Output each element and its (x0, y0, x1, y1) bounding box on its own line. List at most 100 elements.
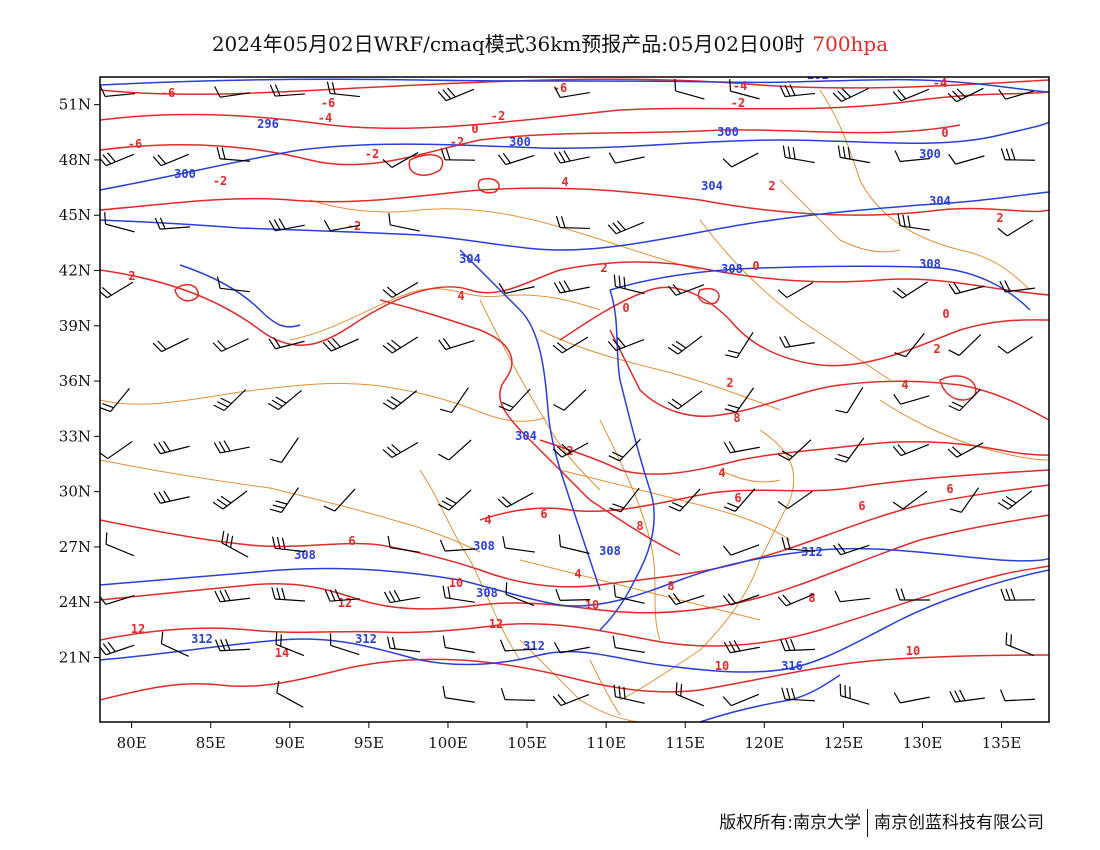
height-contour-label: 308 (294, 548, 316, 562)
temperature-contour-label: -6 (128, 137, 142, 151)
wind-barb (439, 387, 469, 413)
height-contour-label: 308 (473, 539, 495, 553)
wind-barb (948, 282, 985, 295)
wind-barb (499, 639, 536, 652)
wind-barb (608, 152, 645, 164)
lat-tick-label: 27N (59, 538, 91, 556)
temperature-contour-label: 10 (585, 598, 599, 612)
wind-barb (723, 488, 756, 512)
temperature-contour-label: 4 (457, 289, 464, 303)
wind-barb (777, 593, 815, 607)
lon-tick-label: 130E (903, 734, 943, 752)
temperature-contour-label: 0 (941, 126, 948, 140)
wind-barb (104, 212, 135, 233)
wind-barb (100, 152, 135, 167)
wind-barb (438, 489, 472, 511)
wind-barb (947, 87, 984, 103)
wind-barb (271, 587, 306, 602)
wind-barb (213, 440, 250, 454)
height-contour-label: 308 (721, 262, 743, 276)
wind-barb (949, 487, 980, 513)
temperature-contour-label: 10 (906, 644, 920, 658)
wind-barb (1005, 632, 1035, 657)
wind-barb (667, 390, 703, 410)
wind-barb (554, 86, 590, 99)
wind-barb (269, 84, 306, 97)
wind-barb (213, 389, 247, 412)
wind-barb (668, 488, 701, 512)
wind-barb (382, 390, 418, 410)
lon-tick-label: 100E (428, 734, 468, 752)
wind-barb (613, 584, 645, 604)
wind-barb (438, 439, 472, 461)
contour-labels: 296 300 300 300 300 304 304 304 304 308 308 308 308 3… (128, 76, 1004, 673)
wind-barb (553, 150, 590, 164)
wind-barb (894, 150, 930, 163)
wind-barb (834, 590, 870, 603)
wind-barb (502, 536, 535, 553)
temperature-contour-label: 12 (489, 617, 503, 631)
wind-barb (267, 389, 302, 411)
wind-barb (837, 145, 870, 164)
temperature-contour-label: 10 (449, 576, 463, 590)
temperature-contour-label: -4 (733, 79, 747, 93)
wind-barb (777, 490, 813, 510)
wind-barb (500, 687, 536, 702)
map-layers: 296 300 300 300 300 304 304 304 304 308 308 308 308 3… (100, 76, 1049, 722)
wind-barb (835, 386, 864, 414)
wind-barb (998, 89, 1035, 100)
temperature-contour-label: -2 (450, 135, 464, 149)
wind-barb (100, 281, 134, 299)
wind-barb (668, 593, 705, 606)
wind-barb (552, 442, 589, 458)
wind-barb (216, 146, 250, 162)
height-contour-label: 312 (355, 632, 377, 646)
wind-barb (276, 680, 304, 708)
height-contour-label: 316 (781, 659, 803, 673)
wind-barb (153, 440, 190, 455)
lat-tick-label: 21N (59, 649, 91, 667)
copyright-company: 南京创蓝科技有限公司 (874, 813, 1044, 833)
wind-barb (268, 218, 305, 232)
wind-barb (892, 88, 930, 102)
wind-barb (725, 332, 754, 359)
temperature-contour-label: -4 (933, 76, 947, 90)
height-contour-label: 312 (191, 632, 213, 646)
temperature-contour-label: -2 (213, 174, 227, 188)
height-contour-label: 300 (717, 125, 739, 139)
wind-barb (722, 152, 759, 168)
lat-tick-label: 39N (59, 317, 91, 335)
wind-barb (439, 539, 476, 552)
temperature-contour-label: 2 (996, 211, 1003, 225)
copyright-footer: 版权所有:南京大学 南京创蓝科技有限公司 (719, 808, 1044, 837)
wind-barb (780, 638, 816, 652)
temperature-contour-label: 10 (715, 659, 729, 673)
wind-barb (216, 276, 250, 293)
wind-barb (326, 81, 360, 98)
temperature-contour-label: 4 (718, 466, 725, 480)
wind-barb (383, 590, 420, 604)
wind-barb (833, 543, 870, 556)
wind-barb (1000, 588, 1036, 601)
wind-barb (214, 638, 251, 652)
wind-barb (722, 593, 760, 606)
temperature-contour-label: 8 (636, 519, 643, 533)
wind-barb (613, 274, 645, 295)
temperature-contour-label: 2 (726, 376, 733, 390)
temperature-contour-label: 2 (600, 261, 607, 275)
lat-tick-label: 33N (59, 427, 91, 445)
temperature-contour-label: 0 (622, 301, 629, 315)
wind-barb (949, 689, 985, 703)
temperature-contour-label: 2 (933, 342, 940, 356)
wind-barb (152, 337, 189, 353)
plot-area-background (100, 77, 1049, 722)
wind-barb (553, 280, 590, 294)
wind-barb (724, 387, 755, 413)
wind-barb (100, 388, 130, 413)
wind-barb (323, 488, 356, 512)
wind-barb (781, 687, 816, 702)
wind-barb (323, 219, 360, 232)
wind-barb (497, 492, 534, 508)
lat-tick-label: 48N (59, 151, 91, 169)
